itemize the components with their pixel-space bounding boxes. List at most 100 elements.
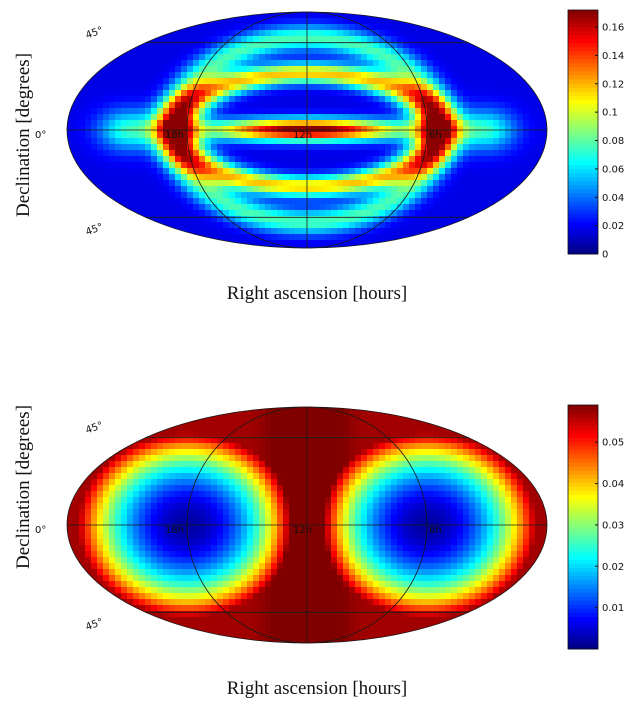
heatmap-cell (265, 54, 272, 61)
heatmap-cell (535, 491, 542, 498)
heatmap-cell (307, 150, 314, 157)
heatmap-cell (469, 180, 476, 187)
heatmap-cell (133, 485, 140, 492)
heatmap-cell (151, 539, 158, 546)
heatmap-cell (355, 473, 362, 480)
heatmap-cell (439, 581, 446, 588)
heatmap-cell (199, 198, 206, 205)
heatmap-cell (487, 521, 494, 528)
heatmap-cell (349, 108, 356, 115)
heatmap-cell (283, 503, 290, 510)
heatmap-cell (307, 455, 314, 462)
heatmap-cell (271, 90, 278, 97)
heatmap-cell (487, 479, 494, 486)
heatmap-cell (115, 497, 122, 504)
heatmap-cell (385, 42, 392, 49)
heatmap-cell (409, 425, 416, 432)
heatmap-cell (181, 473, 188, 480)
heatmap-cell (385, 174, 392, 181)
heatmap-cell (283, 228, 290, 235)
heatmap-cell (103, 569, 110, 576)
heatmap-cell (379, 587, 386, 594)
heatmap-cell (253, 102, 260, 109)
heatmap-cell (145, 533, 152, 540)
heatmap-cell (121, 539, 128, 546)
heatmap-cell (91, 539, 98, 546)
heatmap-cell (487, 78, 494, 85)
heatmap-cell (133, 96, 140, 103)
heatmap-cell (403, 425, 410, 432)
heatmap-cell (211, 527, 218, 534)
heatmap-cell (349, 90, 356, 97)
colorbar-segment (568, 46, 598, 52)
heatmap-cell (205, 54, 212, 61)
heatmap-cell (325, 126, 332, 133)
heatmap-cell (247, 593, 254, 600)
heatmap-cell (331, 102, 338, 109)
heatmap-cell (457, 455, 464, 462)
heatmap-cell (151, 174, 158, 181)
heatmap-cell (199, 539, 206, 546)
heatmap-cell (313, 228, 320, 235)
heatmap-cell (427, 551, 434, 558)
heatmap-cell (325, 30, 332, 37)
heatmap-cell (229, 551, 236, 558)
heatmap-cell (121, 72, 128, 79)
heatmap-cell (331, 174, 338, 181)
heatmap-cell (139, 563, 146, 570)
heatmap-cell (193, 204, 200, 211)
heatmap-cell (505, 96, 512, 103)
heatmap-cell (421, 479, 428, 486)
heatmap-cell (181, 431, 188, 438)
heatmap-cell (481, 521, 488, 528)
heatmap-cell (115, 120, 122, 127)
heatmap-cell (241, 198, 248, 205)
heatmap-cell (253, 563, 260, 570)
heatmap-cell (445, 186, 452, 193)
heatmap-cell (109, 96, 116, 103)
heatmap-cell (475, 581, 482, 588)
heatmap-cell (349, 467, 356, 474)
heatmap-cell (493, 120, 500, 127)
heatmap-cell (397, 569, 404, 576)
heatmap-cell (361, 557, 368, 564)
heatmap-cell (373, 575, 380, 582)
heatmap-cell (523, 479, 530, 486)
heatmap-cell (217, 60, 224, 67)
heatmap-cell (445, 575, 452, 582)
heatmap-cell (271, 42, 278, 49)
heatmap-cell (469, 42, 476, 49)
heatmap-cell (127, 84, 134, 91)
heatmap-cell (181, 599, 188, 606)
heatmap-cell (343, 551, 350, 558)
heatmap-cell (457, 527, 464, 534)
heatmap-cell (499, 156, 506, 163)
heatmap-cell (109, 132, 116, 139)
heatmap-cell (139, 48, 146, 55)
heatmap-cell (307, 144, 314, 151)
heatmap-cell (427, 78, 434, 85)
heatmap-cell (421, 569, 428, 576)
heatmap-cell (313, 204, 320, 211)
heatmap-cell (193, 467, 200, 474)
heatmap-cell (253, 192, 260, 199)
heatmap-cell (331, 36, 338, 43)
heatmap-cell (397, 497, 404, 504)
heatmap-cell (259, 240, 266, 247)
heatmap-cell (109, 557, 116, 564)
heatmap-cell (181, 527, 188, 534)
heatmap-cell (73, 509, 80, 516)
heatmap-cell (421, 515, 428, 522)
heatmap-cell (379, 485, 386, 492)
heatmap-cell (241, 174, 248, 181)
heatmap-cell (517, 144, 524, 151)
heatmap-cell (307, 461, 314, 468)
heatmap-cell (415, 84, 422, 91)
heatmap-cell (265, 539, 272, 546)
heatmap-cell (337, 42, 344, 49)
heatmap-cell (139, 114, 146, 121)
heatmap-cell (103, 102, 110, 109)
heatmap-cell (163, 204, 170, 211)
heatmap-cell (295, 192, 302, 199)
heatmap-cell (295, 180, 302, 187)
